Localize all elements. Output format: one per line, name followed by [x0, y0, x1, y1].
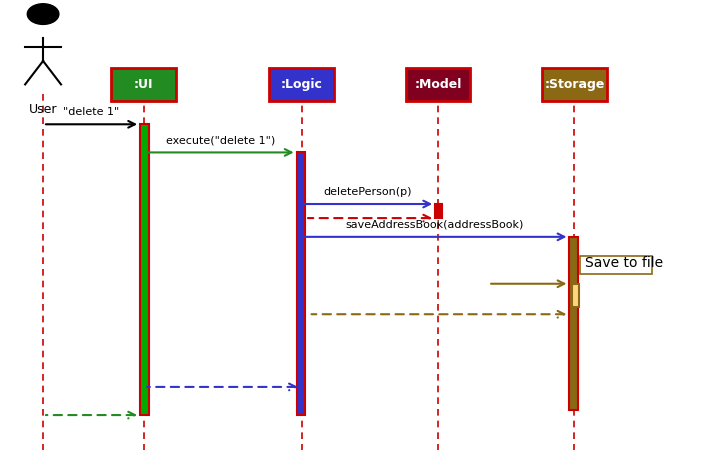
FancyBboxPatch shape	[580, 256, 652, 274]
Circle shape	[27, 4, 59, 24]
Text: :Storage: :Storage	[544, 78, 605, 91]
Text: :UI: :UI	[134, 78, 154, 91]
Text: execute("delete 1"): execute("delete 1")	[166, 136, 275, 145]
FancyBboxPatch shape	[406, 68, 470, 101]
Text: :Model: :Model	[414, 78, 462, 91]
FancyBboxPatch shape	[297, 152, 305, 415]
FancyBboxPatch shape	[572, 284, 579, 307]
FancyBboxPatch shape	[111, 68, 176, 101]
Text: saveAddressBook(addressBook): saveAddressBook(addressBook)	[346, 220, 524, 230]
FancyBboxPatch shape	[569, 237, 578, 410]
Text: Save to file: Save to file	[585, 256, 663, 270]
Text: :Logic: :Logic	[281, 78, 322, 91]
FancyBboxPatch shape	[435, 204, 442, 218]
FancyBboxPatch shape	[269, 68, 334, 101]
Text: "delete 1": "delete 1"	[63, 107, 120, 117]
FancyBboxPatch shape	[542, 68, 607, 101]
FancyBboxPatch shape	[140, 124, 149, 415]
Text: User: User	[29, 103, 57, 116]
Text: deletePerson(p): deletePerson(p)	[324, 187, 412, 197]
